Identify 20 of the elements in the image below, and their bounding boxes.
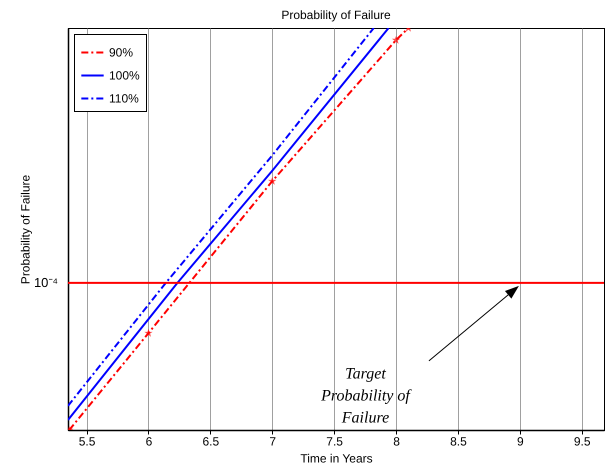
x-tick-label: 9.5 xyxy=(574,434,591,448)
annotation: Target Probability of Failure xyxy=(320,366,412,427)
x-tick-label: 6.5 xyxy=(202,434,220,448)
x-tick-label: 6 xyxy=(146,434,153,448)
x-tick-label: 8 xyxy=(393,434,400,448)
point xyxy=(268,176,276,185)
ref-line-label: 10⁻⁴ xyxy=(34,274,58,290)
x-tick-label: 9 xyxy=(516,434,524,448)
legend-label: 100% xyxy=(109,68,140,82)
legend-label: 90% xyxy=(109,46,134,60)
point xyxy=(144,328,153,337)
x-axis-title: Time in Years xyxy=(300,452,373,466)
legend-label: 110% xyxy=(109,92,140,106)
point xyxy=(392,36,400,44)
y-axis-title: Probability of Failure xyxy=(18,174,32,284)
x-tick-label: 7.5 xyxy=(326,434,344,448)
chart-title: Probability of Failure xyxy=(281,8,392,22)
x-tick-label: 7 xyxy=(269,434,276,448)
x-tick-label: 5.5 xyxy=(78,434,96,448)
x-tick-label: 8.5 xyxy=(450,434,468,448)
